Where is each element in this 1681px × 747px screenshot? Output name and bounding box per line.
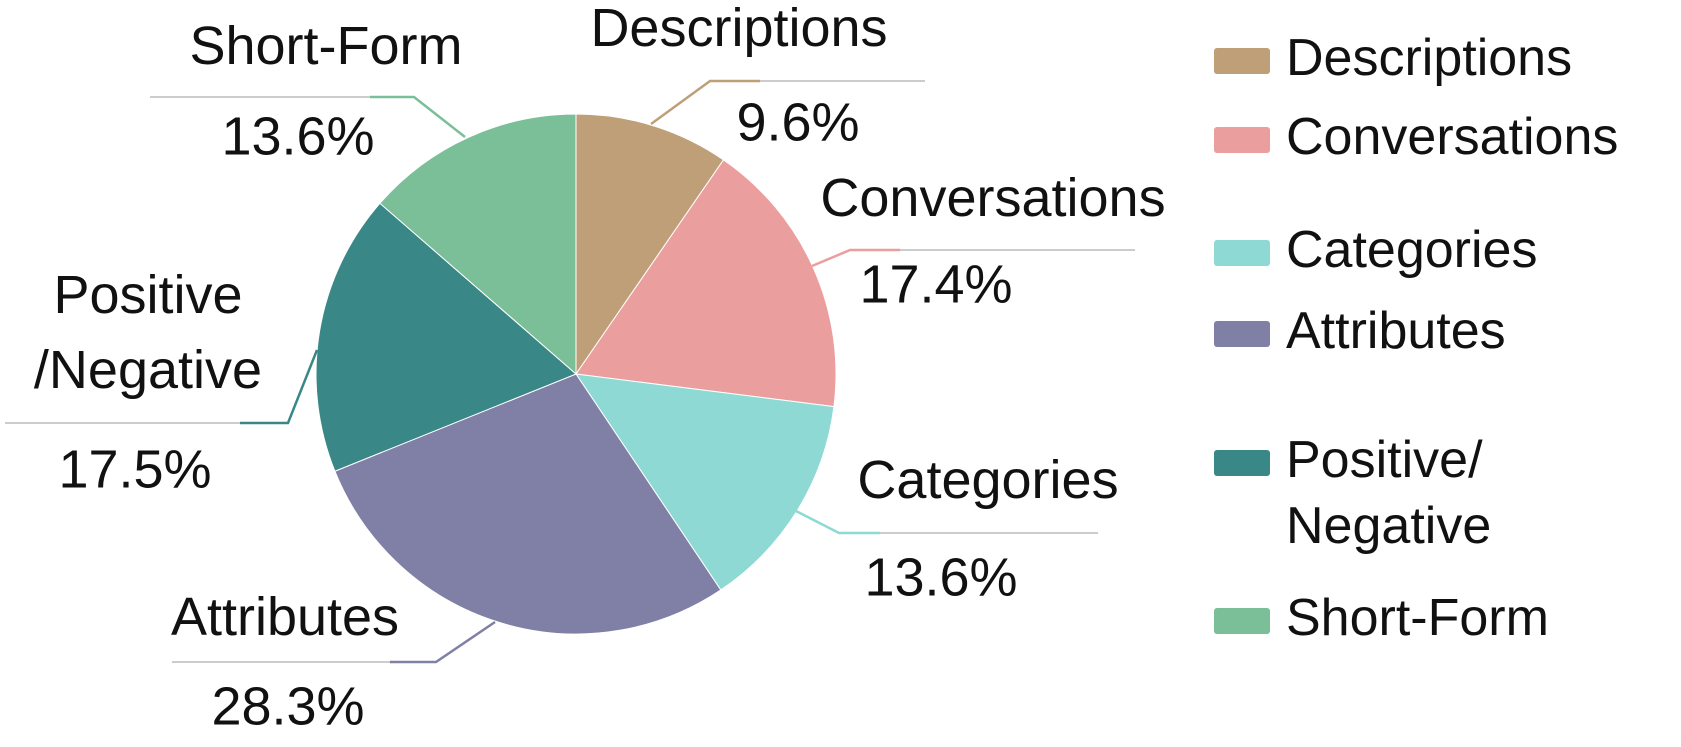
value-label: 9.6% bbox=[736, 92, 859, 152]
legend-label: Positive/Negative bbox=[1286, 431, 1491, 555]
legend-label: Conversations bbox=[1286, 108, 1618, 166]
slice-label: Attributes bbox=[171, 587, 399, 647]
leader-line bbox=[240, 349, 319, 425]
legend-swatch bbox=[1214, 450, 1270, 476]
legend-label: Descriptions bbox=[1286, 29, 1572, 87]
slice-label: Short-Form bbox=[189, 16, 462, 76]
legend-swatch bbox=[1214, 321, 1270, 347]
pie-slice bbox=[315, 202, 577, 472]
legend-label: Short-Form bbox=[1286, 589, 1549, 647]
pie-slice bbox=[575, 159, 837, 408]
slice-label: Descriptions bbox=[590, 0, 887, 58]
value-label: 17.4% bbox=[859, 254, 1012, 314]
slice-label: Positive/Negative bbox=[34, 265, 262, 400]
leader-line bbox=[390, 620, 496, 664]
leader-line bbox=[795, 509, 880, 535]
legend: Descriptions Conversations Categories Attri… bbox=[1214, 29, 1618, 647]
legend-swatch bbox=[1214, 127, 1270, 153]
value-label: 17.5% bbox=[58, 439, 211, 499]
value-label: 13.6% bbox=[864, 547, 1017, 607]
pie-slice bbox=[334, 373, 722, 635]
legend-swatch bbox=[1214, 608, 1270, 634]
value-label: 28.3% bbox=[211, 676, 364, 736]
pie-slice bbox=[379, 113, 577, 376]
pie bbox=[315, 113, 837, 635]
slice-labels: Descriptions 9.6% Conversations 17.4% Catego… bbox=[5, 0, 1166, 736]
legend-label: Attributes bbox=[1286, 302, 1506, 360]
leader-line bbox=[650, 79, 760, 126]
leader-line bbox=[370, 95, 466, 138]
slice-label: Conversations bbox=[820, 168, 1165, 228]
leader-line bbox=[811, 248, 900, 268]
slice-label: Categories bbox=[857, 450, 1118, 510]
value-label: 13.6% bbox=[221, 106, 374, 166]
legend-swatch bbox=[1214, 240, 1270, 266]
pie-slice bbox=[575, 113, 725, 376]
legend-label: Categories bbox=[1286, 221, 1537, 279]
legend-swatch bbox=[1214, 48, 1270, 74]
